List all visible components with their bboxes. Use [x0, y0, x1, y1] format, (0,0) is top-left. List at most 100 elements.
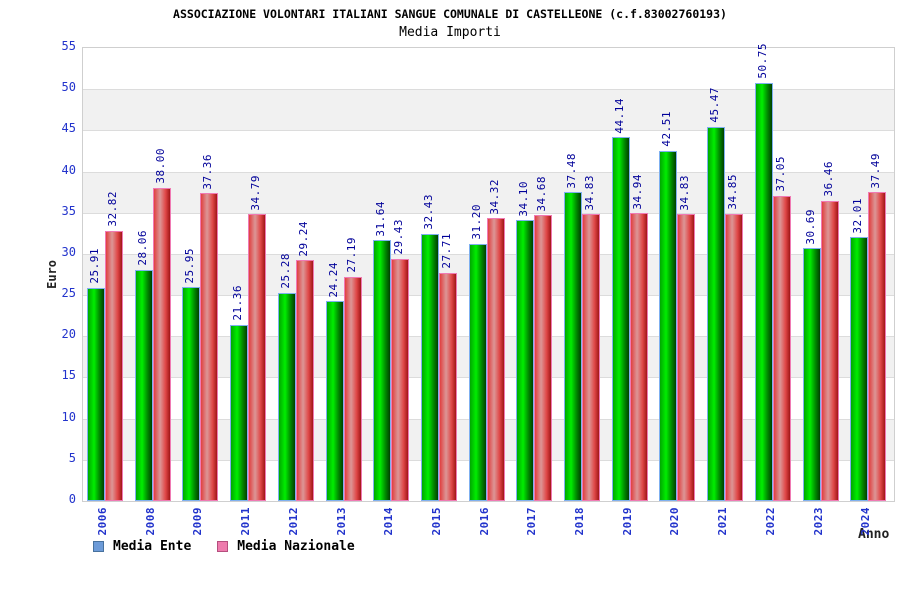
legend-swatch-media-ente [93, 541, 104, 552]
value-label-media-ente-2019: 44.14 [612, 97, 626, 134]
x-tick-2012: 2012 [286, 507, 300, 536]
y-tick-40: 40 [61, 162, 76, 177]
value-label-media-nazionale-2009: 37.36 [201, 153, 215, 190]
bar-media-ente-2023 [802, 248, 821, 501]
legend: Media Ente Media Nazionale [93, 539, 355, 554]
bar-media-ente-2021 [707, 126, 726, 501]
value-label-media-nazionale-2012: 29.24 [296, 220, 310, 257]
plot-area: 25.91 32.82 28.06 38.00 25.95 37.36 21.36 34.79… [82, 43, 895, 502]
value-label-media-nazionale-2011: 34.79 [249, 174, 263, 211]
bar-media-nazionale-2006 [105, 230, 123, 501]
value-label-media-nazionale-2024: 37.49 [869, 152, 883, 189]
bar-media-ente-2022 [754, 83, 773, 501]
bar-media-ente-2024 [850, 237, 869, 501]
bar-media-nazionale-2017 [534, 215, 553, 501]
value-label-media-ente-2020: 42.51 [660, 111, 674, 147]
bar-media-ente-2019 [611, 137, 630, 501]
x-tick-2020: 2020 [668, 507, 682, 536]
value-label-media-ente-2015: 32.43 [421, 194, 435, 230]
value-label-media-nazionale-2018: 34.83 [583, 174, 597, 211]
x-tick-2018: 2018 [573, 507, 587, 536]
bar-media-nazionale-2011 [248, 214, 267, 501]
legend-label-media-nazionale: Media Nazionale [237, 539, 355, 554]
x-tick-2015: 2015 [429, 507, 443, 536]
x-tick-2023: 2023 [811, 507, 825, 536]
value-label-media-ente-2023: 30.69 [803, 208, 817, 245]
value-label-media-ente-2021: 45.47 [708, 86, 722, 123]
bar-media-nazionale-2012 [295, 260, 314, 501]
value-label-media-nazionale-2022: 37.05 [773, 156, 787, 192]
bar-media-nazionale-2015 [438, 272, 457, 501]
x-tick-2009: 2009 [191, 507, 205, 536]
y-tick-25: 25 [61, 286, 76, 301]
bar-media-nazionale-2021 [725, 213, 744, 501]
bar-media-nazionale-2019 [629, 213, 648, 501]
chart-subtitle: Media Importi [399, 25, 501, 40]
value-label-media-ente-2017: 34.10 [517, 180, 531, 217]
y-tick-20: 20 [61, 327, 76, 342]
value-label-media-nazionale-2015: 27.71 [439, 233, 453, 269]
value-label-media-ente-2024: 32.01 [851, 197, 865, 234]
x-tick-2021: 2021 [716, 507, 730, 536]
value-label-media-nazionale-2014: 29.43 [392, 218, 406, 255]
bar-media-ente-2020 [659, 150, 678, 501]
x-tick-2017: 2017 [525, 507, 539, 536]
y-tick-0: 0 [68, 492, 76, 506]
y-tick-10: 10 [61, 409, 76, 424]
x-axis-label: Anno [858, 527, 890, 542]
x-tick-2013: 2013 [334, 507, 348, 536]
x-tick-2022: 2022 [763, 507, 777, 536]
bar-media-ente-2017 [516, 220, 535, 501]
x-tick-2019: 2019 [620, 507, 634, 536]
x-tick-2008: 2008 [143, 507, 157, 536]
x-tick-2016: 2016 [477, 507, 491, 536]
y-axis-label: Euro [45, 260, 59, 289]
value-label-media-nazionale-2008: 38.00 [153, 148, 167, 185]
bar-media-nazionale-2008 [152, 188, 171, 501]
bar-media-ente-2011 [230, 325, 249, 501]
value-label-media-ente-2009: 25.95 [183, 247, 197, 284]
y-tick-45: 45 [61, 121, 76, 136]
value-label-media-ente-2016: 31.20 [469, 204, 483, 241]
value-label-media-nazionale-2017: 34.68 [535, 175, 549, 212]
value-label-media-ente-2011: 21.36 [231, 285, 245, 322]
gridline [83, 130, 894, 132]
value-label-media-nazionale-2023: 36.46 [821, 161, 835, 197]
x-tick-2011: 2011 [239, 507, 253, 536]
value-label-media-nazionale-2006: 32.82 [106, 191, 119, 227]
chart-title: ASSOCIAZIONE VOLONTARI ITALIANI SANGUE C… [173, 7, 727, 21]
bar-media-nazionale-2018 [582, 214, 601, 501]
y-tick-5: 5 [68, 450, 76, 465]
value-label-media-ente-2012: 25.28 [278, 253, 292, 289]
bar-media-nazionale-2022 [772, 195, 791, 501]
legend-item-media-nazionale: Media Nazionale [217, 539, 355, 554]
legend-label-media-ente: Media Ente [113, 539, 192, 554]
value-label-media-ente-2022: 50.75 [755, 43, 769, 80]
bar-media-ente-2006 [87, 287, 105, 501]
bar-media-ente-2018 [564, 192, 583, 501]
value-label-media-ente-2008: 28.06 [135, 230, 149, 266]
y-tick-35: 35 [61, 203, 76, 218]
bar-media-ente-2008 [134, 269, 153, 501]
y-tick-30: 30 [61, 244, 76, 259]
bar-media-nazionale-2020 [677, 214, 696, 501]
bar-media-ente-2014 [373, 240, 392, 501]
x-tick-2014: 2014 [382, 507, 396, 536]
gridline [83, 89, 894, 91]
bar-media-ente-2015 [420, 233, 439, 501]
value-label-media-ente-2018: 37.48 [565, 152, 579, 189]
value-label-media-nazionale-2019: 34.94 [630, 173, 644, 210]
bar-media-ente-2016 [468, 244, 487, 501]
value-label-media-nazionale-2016: 34.32 [487, 178, 501, 215]
value-label-media-nazionale-2021: 34.85 [726, 174, 740, 210]
y-tick-55: 55 [61, 39, 76, 53]
bar-media-nazionale-2023 [820, 200, 839, 501]
gridline [83, 212, 894, 214]
bar-media-nazionale-2016 [486, 218, 505, 501]
value-label-media-nazionale-2020: 34.83 [678, 174, 692, 211]
value-label-media-nazionale-2013: 27.19 [344, 237, 358, 274]
bar-media-nazionale-2024 [868, 192, 887, 501]
bar-media-nazionale-2009 [200, 193, 219, 501]
gridline [83, 171, 894, 173]
